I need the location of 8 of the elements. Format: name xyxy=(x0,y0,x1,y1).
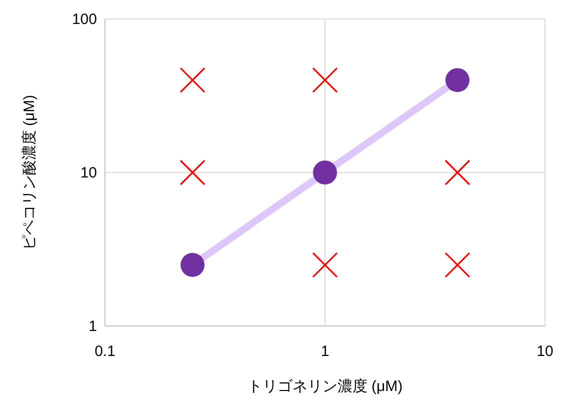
x-axis-title: トリゴネリン濃度 (μM) xyxy=(247,378,403,395)
x-tick-label: 10 xyxy=(536,343,554,360)
y-tick-label: 10 xyxy=(80,164,97,182)
x-tick-label: 1 xyxy=(320,343,330,360)
x-tick-label: 0.1 xyxy=(94,343,116,360)
y-tick-label: 1 xyxy=(88,318,97,335)
y-tick-label: 100 xyxy=(72,11,97,28)
y-axis-title: ピペコリン酸濃度 (μM) xyxy=(21,94,38,250)
